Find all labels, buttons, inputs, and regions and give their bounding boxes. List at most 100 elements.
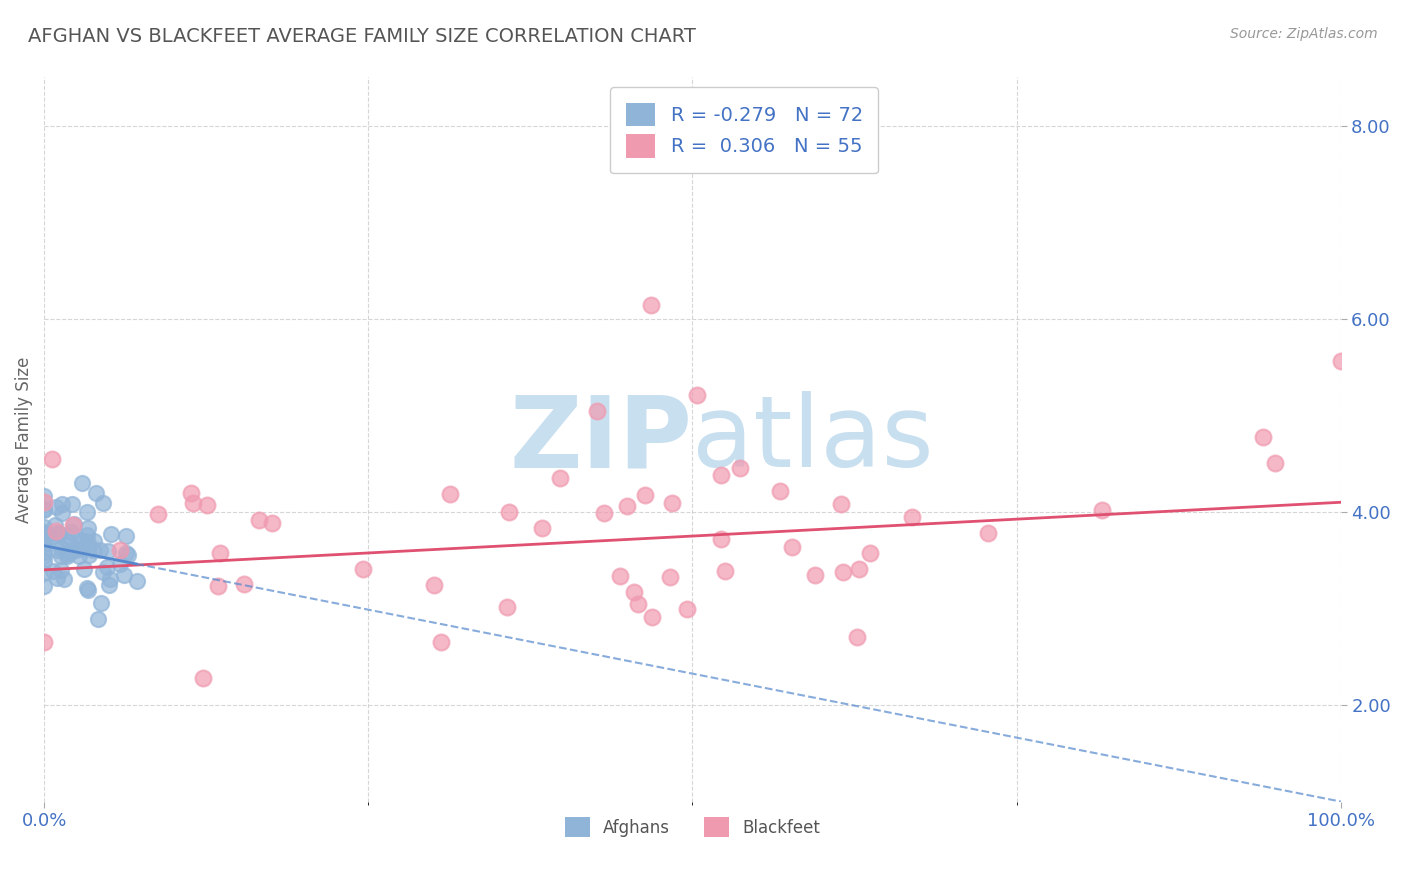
Point — [58, 545, 80, 559]
Point — [82, 543, 104, 558]
Point — [45, 524, 67, 538]
Point — [38, 530, 60, 544]
Point — [73, 561, 96, 575]
Point — [207, 579, 229, 593]
Point — [62, 517, 84, 532]
Point — [352, 562, 374, 576]
Point — [262, 516, 284, 531]
Point — [641, 610, 664, 624]
Point — [1251, 430, 1274, 444]
Point — [423, 578, 446, 592]
Point — [65, 542, 87, 557]
Point — [110, 558, 132, 572]
Point — [89, 542, 111, 557]
Point — [76, 528, 98, 542]
Point — [86, 486, 108, 500]
Point — [115, 545, 138, 559]
Point — [58, 545, 80, 559]
Point — [32, 578, 55, 592]
Point — [661, 496, 683, 510]
Point — [110, 543, 132, 558]
Point — [180, 486, 202, 500]
Point — [593, 507, 616, 521]
Point — [675, 602, 697, 616]
Point — [42, 564, 65, 578]
Point — [125, 574, 148, 588]
Point — [98, 578, 121, 592]
Legend: Afghans, Blackfeet: Afghans, Blackfeet — [558, 810, 827, 844]
Point — [616, 499, 638, 513]
Point — [51, 506, 73, 520]
Point — [53, 572, 76, 586]
Point — [585, 404, 607, 418]
Point — [76, 505, 98, 519]
Point — [98, 572, 121, 586]
Point — [193, 671, 215, 685]
Point — [41, 452, 63, 467]
Point — [633, 488, 655, 502]
Point — [439, 487, 461, 501]
Point — [830, 498, 852, 512]
Point — [32, 554, 55, 568]
Point — [232, 576, 254, 591]
Text: atlas: atlas — [693, 391, 934, 488]
Point — [117, 548, 139, 562]
Point — [51, 497, 73, 511]
Point — [51, 541, 73, 555]
Point — [900, 510, 922, 524]
Point — [713, 564, 735, 578]
Point — [32, 634, 55, 648]
Point — [32, 503, 55, 517]
Point — [803, 567, 825, 582]
Point — [49, 563, 72, 577]
Point — [58, 534, 80, 549]
Point — [76, 521, 98, 535]
Point — [77, 548, 100, 562]
Point — [115, 529, 138, 543]
Point — [63, 517, 86, 532]
Point — [710, 467, 733, 482]
Point — [845, 630, 868, 644]
Point — [91, 496, 114, 510]
Point — [976, 525, 998, 540]
Point — [197, 499, 219, 513]
Point — [76, 582, 98, 596]
Point — [832, 565, 855, 579]
Point — [609, 569, 631, 583]
Point — [32, 490, 55, 504]
Point — [1091, 503, 1114, 517]
Point — [83, 533, 105, 548]
Point — [46, 525, 69, 540]
Y-axis label: Average Family Size: Average Family Size — [15, 356, 32, 523]
Point — [112, 568, 135, 582]
Point — [96, 560, 118, 574]
Point — [55, 528, 77, 542]
Point — [90, 596, 112, 610]
Point — [67, 549, 90, 564]
Point — [100, 527, 122, 541]
Point — [56, 548, 79, 562]
Point — [44, 518, 66, 533]
Point — [640, 298, 662, 312]
Text: ZIP: ZIP — [509, 391, 693, 488]
Point — [496, 599, 519, 614]
Point — [51, 549, 73, 563]
Text: AFGHAN VS BLACKFEET AVERAGE FAMILY SIZE CORRELATION CHART: AFGHAN VS BLACKFEET AVERAGE FAMILY SIZE … — [28, 27, 696, 45]
Point — [45, 500, 67, 514]
Point — [859, 546, 882, 560]
Point — [32, 524, 55, 539]
Point — [32, 537, 55, 551]
Point — [32, 530, 55, 544]
Point — [70, 476, 93, 491]
Point — [72, 541, 94, 555]
Point — [69, 533, 91, 547]
Point — [86, 612, 108, 626]
Point — [780, 540, 803, 554]
Point — [710, 532, 733, 546]
Point — [728, 461, 751, 475]
Point — [769, 483, 792, 498]
Point — [46, 571, 69, 585]
Point — [208, 546, 231, 560]
Point — [247, 514, 270, 528]
Point — [181, 496, 204, 510]
